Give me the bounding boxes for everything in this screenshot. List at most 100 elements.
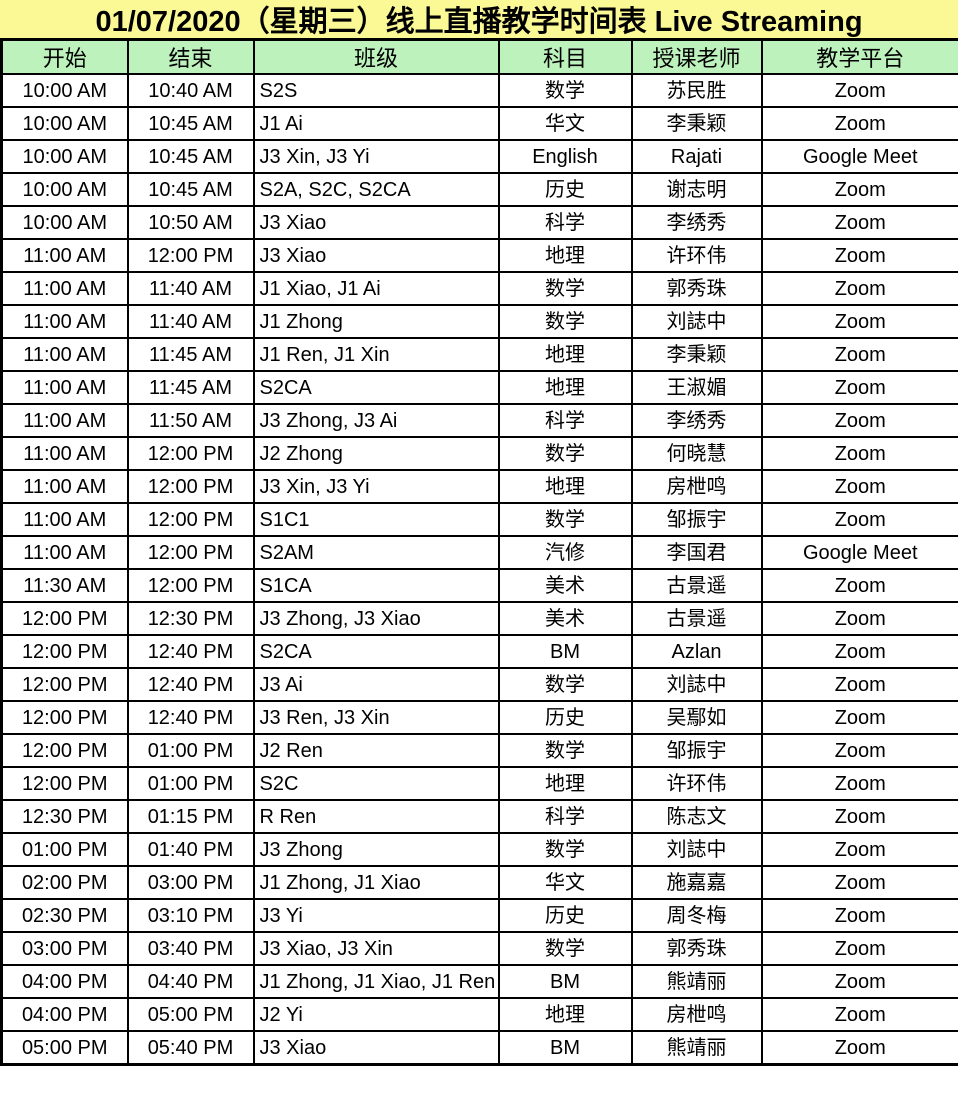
- cell-start: 02:00 PM: [0, 865, 129, 900]
- table-row: 11:00 AM 11:45 AM S2CA 地理 王淑媚 Zoom: [0, 370, 958, 405]
- table-row: 10:00 AM 10:45 AM J1 Ai 华文 李秉颖 Zoom: [0, 106, 958, 141]
- table-row: 04:00 PM 04:40 PM J1 Zhong, J1 Xiao, J1 Re…: [0, 964, 958, 999]
- cell-subject: 数学: [497, 271, 633, 306]
- cell-subject: 数学: [497, 931, 633, 966]
- cell-class: S2C: [252, 766, 500, 801]
- cell-end: 10:45 AM: [126, 172, 255, 207]
- cell-end: 03:10 PM: [126, 898, 255, 933]
- cell-end: 05:00 PM: [126, 997, 255, 1032]
- cell-teacher: 何晓慧: [630, 436, 763, 471]
- cell-subject: 科学: [497, 403, 633, 438]
- cell-platform: Zoom: [760, 667, 958, 702]
- cell-subject: 历史: [497, 700, 633, 735]
- cell-teacher: 李绣秀: [630, 403, 763, 438]
- cell-class: J1 Zhong: [252, 304, 500, 339]
- cell-subject: 地理: [497, 370, 633, 405]
- column-header-end: 结束: [126, 38, 255, 75]
- cell-class: J2 Ren: [252, 733, 500, 768]
- table-row: 11:00 AM 11:45 AM J1 Ren, J1 Xin 地理 李秉颖 Zoom: [0, 337, 958, 372]
- cell-platform: Zoom: [760, 799, 958, 834]
- cell-platform: Zoom: [760, 964, 958, 999]
- cell-class: J3 Ren, J3 Xin: [252, 700, 500, 735]
- cell-class: S2CA: [252, 634, 500, 669]
- cell-class: J3 Xin, J3 Yi: [252, 139, 500, 174]
- cell-start: 11:00 AM: [0, 271, 129, 306]
- cell-platform: Zoom: [760, 403, 958, 438]
- cell-platform: Zoom: [760, 832, 958, 867]
- cell-teacher: 李国君: [630, 535, 763, 570]
- cell-platform: Zoom: [760, 238, 958, 273]
- cell-class: J3 Zhong, J3 Xiao: [252, 601, 500, 636]
- cell-end: 01:00 PM: [126, 733, 255, 768]
- cell-platform: Google Meet: [760, 139, 958, 174]
- cell-subject: 数学: [497, 832, 633, 867]
- cell-class: J3 Zhong: [252, 832, 500, 867]
- cell-platform: Zoom: [760, 73, 958, 108]
- cell-class: J3 Xiao: [252, 205, 500, 240]
- cell-end: 10:40 AM: [126, 73, 255, 108]
- cell-subject: 历史: [497, 898, 633, 933]
- cell-platform: Zoom: [760, 172, 958, 207]
- cell-subject: 数学: [497, 733, 633, 768]
- cell-platform: Zoom: [760, 271, 958, 306]
- cell-class: J3 Zhong, J3 Ai: [252, 403, 500, 438]
- table-row: 11:00 AM 12:00 PM J3 Xiao 地理 许环伟 Zoom: [0, 238, 958, 273]
- cell-end: 12:00 PM: [126, 238, 255, 273]
- cell-teacher: 郭秀珠: [630, 931, 763, 966]
- table-row: 11:30 AM 12:00 PM S1CA 美术 古景遥 Zoom: [0, 568, 958, 603]
- cell-start: 11:00 AM: [0, 304, 129, 339]
- cell-class: J3 Xiao: [252, 1030, 500, 1066]
- cell-end: 12:30 PM: [126, 601, 255, 636]
- cell-start: 12:30 PM: [0, 799, 129, 834]
- cell-start: 04:00 PM: [0, 964, 129, 999]
- cell-subject: BM: [497, 964, 633, 999]
- page-title: 01/07/2020（星期三）线上直播教学时间表 Live Streaming: [0, 0, 958, 38]
- cell-teacher: 熊靖丽: [630, 964, 763, 999]
- table-row: 10:00 AM 10:45 AM J3 Xin, J3 Yi English Raja…: [0, 139, 958, 174]
- cell-end: 01:15 PM: [126, 799, 255, 834]
- column-header-class: 班级: [252, 38, 500, 75]
- cell-subject: 数学: [497, 436, 633, 471]
- table-row: 04:00 PM 05:00 PM J2 Yi 地理 房枻鸣 Zoom: [0, 997, 958, 1032]
- table-row: 12:00 PM 12:30 PM J3 Zhong, J3 Xiao 美术 古景遥 Zo…: [0, 601, 958, 636]
- cell-teacher: 周冬梅: [630, 898, 763, 933]
- cell-subject: 华文: [497, 865, 633, 900]
- cell-platform: Zoom: [760, 370, 958, 405]
- cell-subject: BM: [497, 634, 633, 669]
- table-row: 05:00 PM 05:40 PM J3 Xiao BM 熊靖丽 Zoom: [0, 1030, 958, 1066]
- cell-platform: Zoom: [760, 733, 958, 768]
- cell-end: 11:50 AM: [126, 403, 255, 438]
- cell-subject: 汽修: [497, 535, 633, 570]
- cell-end: 11:40 AM: [126, 271, 255, 306]
- cell-class: J3 Xiao: [252, 238, 500, 273]
- cell-class: S2A, S2C, S2CA: [252, 172, 500, 207]
- cell-end: 12:40 PM: [126, 634, 255, 669]
- cell-subject: 美术: [497, 601, 633, 636]
- cell-subject: 美术: [497, 568, 633, 603]
- cell-start: 11:00 AM: [0, 436, 129, 471]
- cell-subject: 数学: [497, 304, 633, 339]
- cell-platform: Zoom: [760, 931, 958, 966]
- cell-platform: Zoom: [760, 502, 958, 537]
- cell-start: 01:00 PM: [0, 832, 129, 867]
- cell-teacher: 谢志明: [630, 172, 763, 207]
- cell-platform: Zoom: [760, 436, 958, 471]
- cell-end: 11:45 AM: [126, 337, 255, 372]
- table-row: 11:00 AM 12:00 PM S2AM 汽修 李国君 Google Meet: [0, 535, 958, 570]
- column-header-subject: 科目: [497, 38, 633, 75]
- cell-start: 12:00 PM: [0, 700, 129, 735]
- table-row: 12:00 PM 01:00 PM J2 Ren 数学 邹振宇 Zoom: [0, 733, 958, 768]
- cell-start: 12:00 PM: [0, 601, 129, 636]
- cell-class: J1 Zhong, J1 Xiao: [252, 865, 500, 900]
- cell-start: 12:00 PM: [0, 634, 129, 669]
- cell-platform: Zoom: [760, 106, 958, 141]
- cell-end: 01:40 PM: [126, 832, 255, 867]
- cell-start: 11:00 AM: [0, 337, 129, 372]
- schedule-table: 开始 结束 班级 科目 授课老师 教学平台 10:00 AM 10:40 AM S2S 数学 苏民…: [0, 38, 958, 1066]
- cell-subject: English: [497, 139, 633, 174]
- cell-platform: Zoom: [760, 766, 958, 801]
- cell-teacher: 熊靖丽: [630, 1030, 763, 1066]
- cell-teacher: 吴鄢如: [630, 700, 763, 735]
- cell-start: 10:00 AM: [0, 106, 129, 141]
- cell-end: 12:00 PM: [126, 502, 255, 537]
